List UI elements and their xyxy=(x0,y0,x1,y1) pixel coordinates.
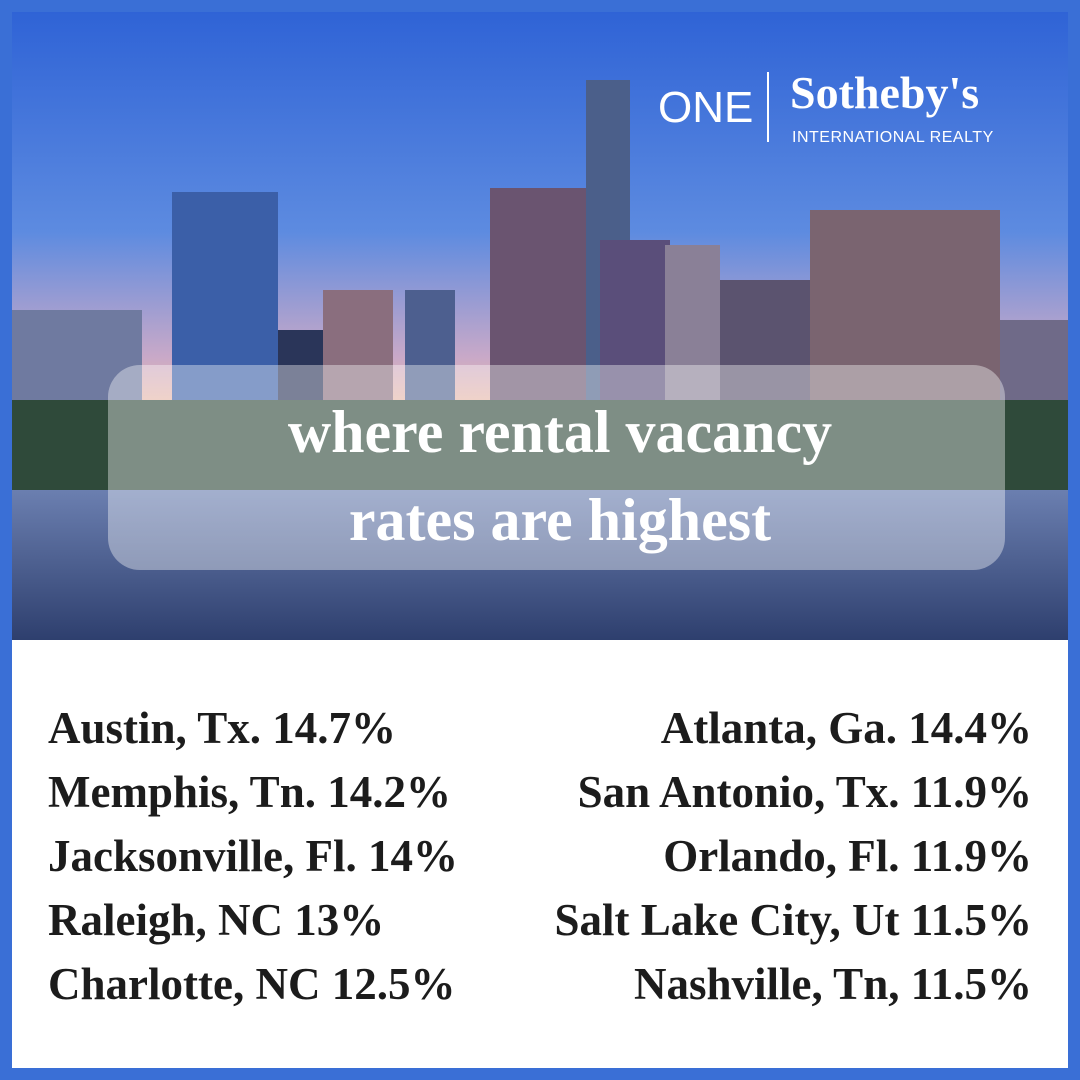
city: San Antonio, Tx. xyxy=(578,767,900,817)
title-box xyxy=(108,365,1005,570)
skyline xyxy=(12,80,1068,412)
city: Memphis, Tn. xyxy=(48,767,316,817)
left-row: Jacksonville, Fl. 14% xyxy=(48,831,458,881)
title: where rental vacancy rates are highest xyxy=(288,399,832,553)
left-row: Charlotte, NC 12.5% xyxy=(48,959,455,1009)
trees xyxy=(12,400,1068,500)
rate: 14% xyxy=(368,831,458,881)
list-panel xyxy=(12,640,1068,1068)
left-row: Austin, Tx. 14.7% xyxy=(48,703,396,753)
city: Austin, Tx. xyxy=(48,703,261,753)
rate: 12.5% xyxy=(332,959,456,1009)
title-line: where rental vacancy xyxy=(288,399,832,465)
rate: 14.2% xyxy=(327,767,451,817)
city: Orlando, Fl. xyxy=(663,831,899,881)
right-row: Salt Lake City, Ut 11.5% xyxy=(554,895,1032,945)
left-row: Memphis, Tn. 14.2% xyxy=(48,767,451,817)
rate: 14.4% xyxy=(908,703,1032,753)
rate: 14.7% xyxy=(272,703,396,753)
rate: 11.5% xyxy=(911,959,1032,1009)
rate: 11.9% xyxy=(911,831,1032,881)
rate: 11.5% xyxy=(911,895,1032,945)
logo-tagline: INTERNATIONAL REALTY xyxy=(792,129,994,146)
right-row: Nashville, Tn, 11.5% xyxy=(634,959,1032,1009)
city: Nashville, Tn, xyxy=(634,959,900,1009)
city: Raleigh, NC xyxy=(48,895,283,945)
river xyxy=(12,490,1068,640)
logo-name: Sotheby's xyxy=(790,67,979,118)
right-row: Atlanta, Ga. 14.4% xyxy=(661,703,1032,753)
right-row: Orlando, Fl. 11.9% xyxy=(663,831,1032,881)
right-row: San Antonio, Tx. 11.9% xyxy=(578,767,1032,817)
left-row: Raleigh, NC 13% xyxy=(48,895,384,945)
rate-lists: Austin, Tx. 14.7% Memphis, Tn. 14.2% Jacks… xyxy=(48,703,1032,1009)
city: Jacksonville, Fl. xyxy=(48,831,357,881)
city: Salt Lake City, Ut xyxy=(554,895,899,945)
logo: ONE Sotheby's INTERNATIONAL REALTY xyxy=(658,67,994,146)
rate: 13% xyxy=(294,895,384,945)
city: Atlanta, Ga. xyxy=(661,703,897,753)
rate: 11.9% xyxy=(911,767,1032,817)
title-line: rates are highest xyxy=(349,487,771,553)
logo-brand: ONE xyxy=(658,83,753,132)
city: Charlotte, NC xyxy=(48,959,320,1009)
